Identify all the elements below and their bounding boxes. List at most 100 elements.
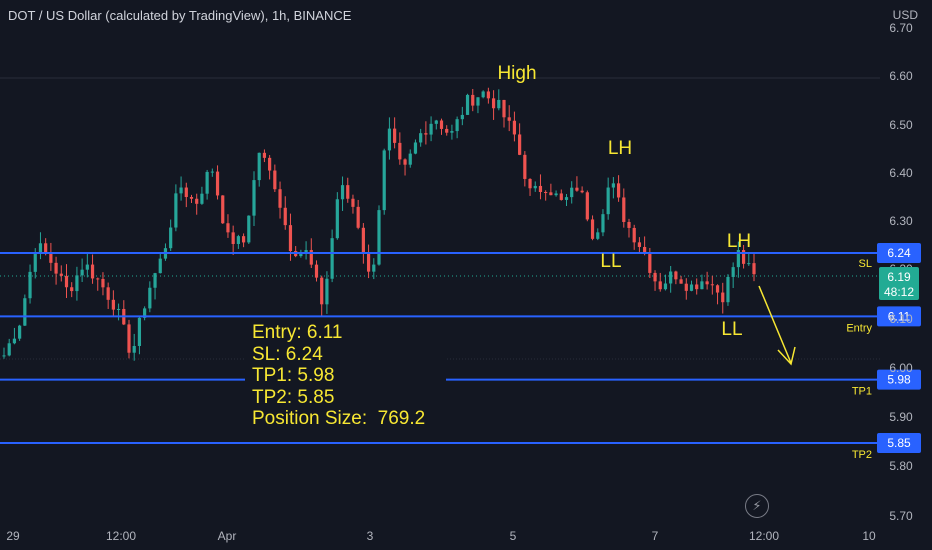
- candle-body: [111, 299, 115, 310]
- candle-body: [189, 196, 194, 199]
- candle-body: [195, 198, 199, 204]
- candle-body: [398, 142, 402, 160]
- candle-body: [689, 284, 694, 291]
- candle-body: [283, 207, 287, 226]
- candle-body: [356, 206, 360, 228]
- candle-body: [241, 236, 246, 243]
- lightning-icon[interactable]: ⚡: [745, 494, 769, 518]
- candle-body: [351, 198, 355, 207]
- level-badge-sl: [877, 243, 921, 264]
- candle-body: [309, 250, 313, 265]
- candle-body: [75, 275, 79, 292]
- candle-body: [523, 154, 527, 179]
- candle-body: [413, 142, 418, 154]
- candle-body: [715, 285, 720, 293]
- candle-body: [424, 133, 428, 135]
- candle-body: [174, 193, 178, 228]
- level-label-entry: Entry: [846, 322, 872, 334]
- candle-body: [7, 343, 11, 356]
- level-value-tp1: 5.98: [887, 373, 911, 387]
- candle-body: [429, 123, 433, 135]
- candle-body: [497, 99, 501, 109]
- candle-body: [705, 281, 709, 285]
- annotation-lh-2: LH: [727, 231, 751, 252]
- annotations: High LH LH LL LL: [497, 63, 751, 340]
- candle-body: [710, 284, 714, 286]
- candle-body: [585, 192, 589, 220]
- level-label-sl: SL: [859, 258, 872, 270]
- candle-body: [127, 324, 131, 353]
- candle-body: [663, 283, 668, 290]
- xaxis: 29 12:00 Apr 3 5 7 12:00 10: [6, 529, 876, 543]
- xtick: 5: [510, 529, 517, 543]
- candle-body: [637, 242, 642, 247]
- candle-body: [445, 128, 449, 133]
- countdown-value: 48:12: [884, 285, 914, 299]
- candle-body: [491, 98, 496, 109]
- candle-body: [544, 192, 548, 194]
- level-badge-tp2: [877, 432, 921, 453]
- currency-label[interactable]: USD: [892, 8, 918, 22]
- candle-body: [221, 195, 225, 224]
- candle-body: [64, 275, 69, 288]
- candle-body: [653, 272, 657, 282]
- candle-body: [611, 183, 615, 188]
- candle-body: [476, 97, 480, 106]
- candle-body: [481, 91, 485, 98]
- chart-title: DOT / US Dollar (calculated by TradingVi…: [8, 8, 352, 23]
- candle-body: [512, 120, 517, 135]
- candle-body: [70, 287, 74, 292]
- candle-body: [606, 187, 610, 215]
- ytick: 6.50: [889, 118, 913, 132]
- ytick: 5.70: [889, 509, 913, 523]
- candle-body: [325, 278, 329, 305]
- xtick: 7: [652, 529, 659, 543]
- candle-body: [210, 171, 214, 173]
- candle-body: [747, 263, 751, 265]
- candle-body: [726, 276, 730, 303]
- candle-body: [137, 317, 142, 346]
- candle-body: [549, 192, 553, 196]
- candle-body: [101, 278, 105, 288]
- xtick: Apr: [218, 529, 237, 543]
- xtick: 10: [862, 529, 876, 543]
- candle-body: [533, 185, 537, 189]
- xtick: 29: [6, 529, 20, 543]
- candle-body: [169, 227, 173, 249]
- candle-body: [116, 308, 121, 310]
- level-label-tp1: TP1: [852, 386, 872, 398]
- annotation-lh-1: LH: [608, 138, 632, 159]
- candle-body: [486, 91, 490, 99]
- candle-body: [38, 243, 43, 253]
- trade-info-box[interactable]: Entry: 6.11 SL: 6.24 TP1: 5.98 TP2: 5.85…: [245, 319, 446, 436]
- ytick: 6.30: [889, 214, 913, 228]
- price-level-lines[interactable]: 6.24 SL 6.11 Entry 5.98 TP1 5.85 TP2: [0, 243, 921, 461]
- candle-body: [49, 253, 53, 263]
- candle-body: [455, 119, 459, 132]
- ytick: 6.40: [889, 166, 913, 180]
- candle-body: [450, 131, 454, 133]
- candle-body: [434, 120, 438, 124]
- candle-body: [288, 225, 293, 252]
- candle-body: [507, 117, 511, 121]
- info-entry: Entry: 6.11: [252, 322, 343, 343]
- candle-body: [179, 187, 183, 194]
- candle-body: [575, 187, 579, 191]
- candle-body: [200, 193, 204, 204]
- candle-body: [90, 264, 95, 279]
- candle-body: [554, 193, 558, 196]
- candle-body: [335, 199, 339, 239]
- candle-body: [465, 94, 470, 115]
- candle-body: [330, 238, 334, 279]
- candle-body: [54, 262, 58, 274]
- candle-body: [304, 250, 308, 253]
- candle-body: [460, 114, 464, 120]
- candle-body: [377, 210, 381, 265]
- candle-body: [12, 338, 17, 344]
- candle-body: [226, 223, 230, 233]
- candle-body: [403, 159, 407, 165]
- candle-body: [393, 128, 397, 143]
- ytick: 6.00: [889, 361, 913, 375]
- candle-body: [387, 128, 392, 151]
